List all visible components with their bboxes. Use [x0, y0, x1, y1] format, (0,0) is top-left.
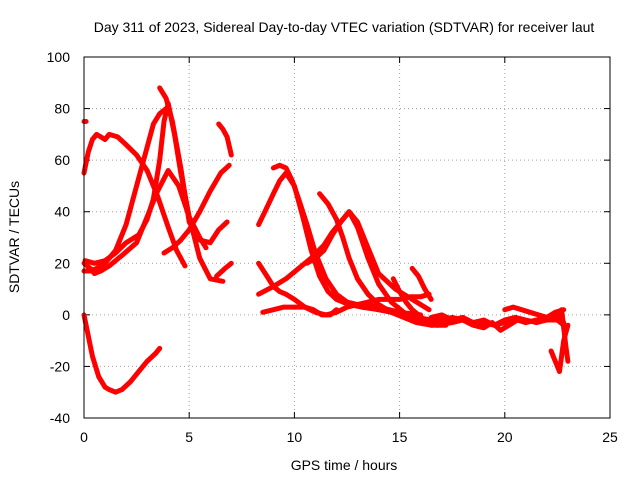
series-line-arc-22: [435, 317, 529, 333]
x-tick-label: 25: [602, 429, 618, 445]
series-line-arc-5: [82, 100, 209, 266]
series-line-arc-18: [390, 276, 428, 323]
series-line-arc-7: [161, 162, 232, 256]
x-axis-label: GPS time / hours: [291, 457, 398, 473]
data-series: [81, 85, 571, 395]
x-tick-label: 5: [185, 429, 193, 445]
series-line-arc-17: [344, 291, 432, 310]
y-tick-label: 80: [54, 101, 70, 117]
plot-frame: [83, 56, 611, 419]
gridlines: [84, 57, 610, 418]
y-tick-label: 40: [54, 204, 70, 220]
x-tick-label: 0: [80, 429, 88, 445]
y-tick-label: 20: [54, 255, 70, 271]
series-line-arc-15: [317, 191, 449, 328]
series-line-arc-16: [260, 304, 339, 318]
series-line-arc-23: [502, 304, 567, 320]
y-tick-label: 60: [54, 152, 70, 168]
series-line-arc-8: [214, 260, 234, 279]
y-tick-label: 100: [47, 49, 71, 65]
series-line-arc-6: [157, 85, 230, 246]
series-line-arc-4: [81, 106, 169, 274]
chart-title: Day 311 of 2023, Sidereal Day-to-day VTE…: [94, 19, 595, 35]
x-tick-label: 20: [497, 429, 513, 445]
series-line-arc-14: [304, 209, 434, 328]
y-tick-label: -40: [50, 410, 70, 426]
y-tick-label: -20: [50, 358, 70, 374]
x-tick-label: 15: [392, 429, 408, 445]
y-axis-label: SDTVAR / TECUs: [6, 181, 22, 293]
x-tick-label: 10: [287, 429, 303, 445]
series-line-arc-25: [559, 307, 571, 364]
series-line-arc-9: [216, 121, 234, 158]
series-line-arc-19: [409, 265, 434, 302]
y-tick-labels: -40 -20 0 20 40 60 80 100: [47, 49, 71, 426]
series-line-arc-21: [428, 312, 567, 328]
y-tick-label: 0: [62, 307, 70, 323]
series-line-arc-2: [81, 131, 188, 269]
series-line-arc-1: [81, 312, 163, 395]
x-tick-labels: 0 5 10 15 20 25: [80, 429, 618, 445]
